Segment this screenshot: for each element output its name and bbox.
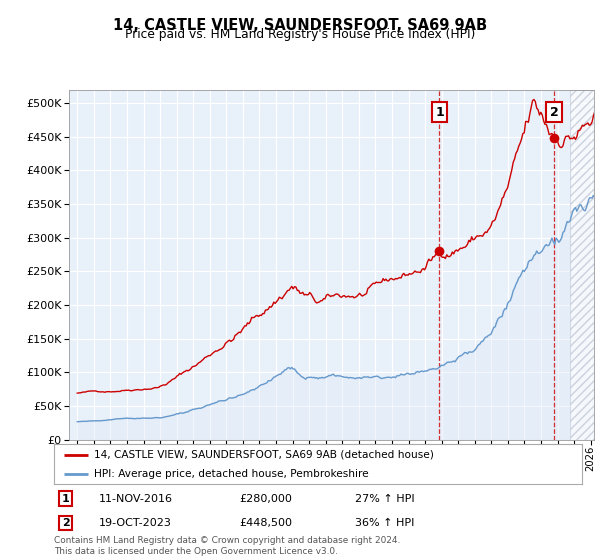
Text: HPI: Average price, detached house, Pembrokeshire: HPI: Average price, detached house, Pemb… [94, 469, 368, 479]
Text: 1: 1 [435, 106, 444, 119]
Text: 11-NOV-2016: 11-NOV-2016 [99, 494, 173, 503]
Text: £280,000: £280,000 [239, 494, 292, 503]
Text: 14, CASTLE VIEW, SAUNDERSFOOT, SA69 9AB (detached house): 14, CASTLE VIEW, SAUNDERSFOOT, SA69 9AB … [94, 450, 433, 460]
Text: 19-OCT-2023: 19-OCT-2023 [99, 518, 172, 528]
Text: 2: 2 [62, 518, 70, 528]
Text: 2: 2 [550, 106, 559, 119]
Text: Contains HM Land Registry data © Crown copyright and database right 2024.
This d: Contains HM Land Registry data © Crown c… [54, 536, 400, 556]
Text: 1: 1 [62, 494, 70, 503]
Text: 27% ↑ HPI: 27% ↑ HPI [355, 494, 415, 503]
Text: £448,500: £448,500 [239, 518, 292, 528]
Polygon shape [570, 90, 594, 440]
Text: 36% ↑ HPI: 36% ↑ HPI [355, 518, 415, 528]
Text: 14, CASTLE VIEW, SAUNDERSFOOT, SA69 9AB: 14, CASTLE VIEW, SAUNDERSFOOT, SA69 9AB [113, 18, 487, 33]
Text: Price paid vs. HM Land Registry's House Price Index (HPI): Price paid vs. HM Land Registry's House … [125, 28, 475, 41]
